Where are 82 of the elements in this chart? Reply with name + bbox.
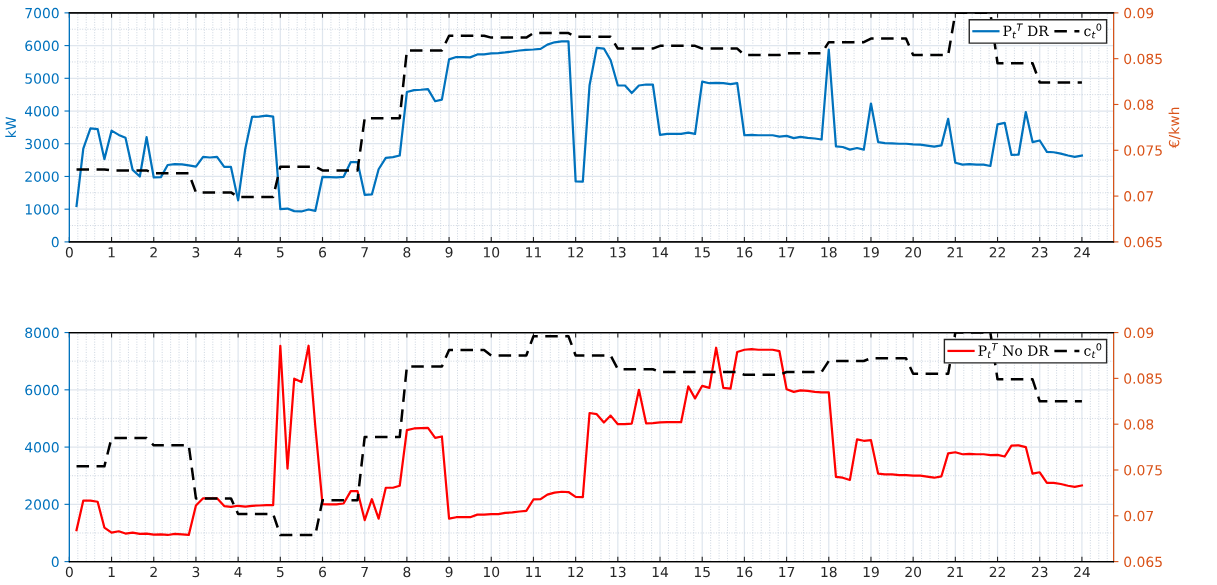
y2-tick-label: 0.07 [1124,191,1154,202]
x-tick-label: 4 [234,566,242,578]
y2-tick-label: 0.065 [1124,236,1162,248]
x-tick-label: 3 [192,566,200,578]
x-tick-label: 10 [483,566,500,578]
x-tick-label: 22 [989,566,1005,578]
y2-tick-label: 0.065 [1124,556,1162,568]
y-tick-label: 4000 [24,442,59,453]
x-tick-label: 2 [150,566,157,578]
x-tick-label: 24 [1074,566,1090,578]
x-tick-label: 20 [905,247,922,258]
line-series [75,40,1084,213]
x-tick-label: 14 [652,247,669,258]
y-tick-label: 2000 [25,171,59,182]
x-tick-label: 22 [989,247,1005,258]
y-tick-label: 7000 [25,7,59,19]
x-tick-label: 19 [863,566,879,578]
x-tick-label: 8 [403,247,411,258]
y2-tick-label: 0.085 [1124,373,1162,384]
x-tick-label: 11 [526,566,542,578]
x-tick-label: 15 [694,566,710,578]
x-tick-label: 20 [905,566,922,578]
x-tick-label: 18 [821,566,837,578]
x-tick-label: 24 [1074,247,1090,258]
legend-label: c$_{t}$$^{0}$ [1084,343,1102,358]
x-tick-label: 0 [65,566,73,578]
x-tick-label: 7 [361,566,368,578]
x-tick-label: 11 [526,247,542,258]
legend-label: c$_{t}$$^{0}$ [1084,23,1102,39]
y-tick-label: 0 [51,556,59,568]
y2-tick-label: 0.075 [1124,464,1162,476]
x-tick-label: 15 [694,247,710,258]
legend-label: P$_{t}$$^{T}$ No DR [978,343,1050,358]
x-tick-label: 23 [1031,566,1048,578]
y2-tick-label: 0.09 [1124,327,1154,339]
y-tick-label: 8000 [25,327,59,339]
x-tick-label: 23 [1031,247,1048,258]
y2-tick-label: 0.085 [1124,53,1162,65]
x-tick-label: 13 [610,566,626,578]
y-tick-label: 6000 [25,40,59,52]
x-tick-label: 9 [445,566,453,578]
x-tick-label: 19 [863,247,879,258]
x-tick-label: 1 [108,247,115,258]
y2-tick-label: 0.075 [1124,145,1162,156]
x-tick-label: 14 [652,566,669,578]
x-tick-label: 4 [234,247,242,258]
x-tick-label: 16 [737,247,753,258]
x-tick-label: 12 [568,566,584,578]
x-tick-label: 1 [108,566,115,578]
x-tick-label: 6 [319,566,327,578]
x-tick-label: 3 [192,247,200,258]
y2-tick-label: 0.07 [1124,510,1154,522]
y2-tick-label: 0.09 [1124,7,1154,19]
x-tick-label: 5 [276,566,284,578]
x-tick-label: 16 [737,566,753,578]
x-tick-label: 5 [276,247,284,258]
x-tick-label: 7 [361,247,368,258]
y-tick-label: 2000 [25,499,59,510]
y2-tick-label: 0.08 [1124,99,1154,110]
x-tick-label: 17 [779,247,795,258]
y-tick-label: 0 [51,236,59,248]
y-tick-label: 3000 [25,138,59,150]
x-tick-label: 12 [568,247,584,258]
y-tick-label: 1000 [25,204,59,215]
x-tick-label: 10 [483,247,500,258]
x-tick-label: 6 [319,247,327,258]
y-tick-label: 6000 [25,384,59,396]
x-tick-label: 18 [821,247,837,258]
x-tick-label: 0 [65,247,73,258]
x-tick-label: 21 [947,247,963,258]
legend-label: P$_{t}$$^{T}$ DR [1003,23,1050,39]
x-tick-label: 2 [150,247,157,258]
x-tick-label: 9 [445,247,453,258]
y2-axis-title: €/kwh [1168,107,1181,149]
y-tick-label: 5000 [25,73,59,84]
y-tick-label: 4000 [24,105,59,117]
x-tick-label: 21 [947,566,963,578]
y2-tick-label: 0.08 [1124,419,1154,430]
x-tick-label: 13 [610,247,626,258]
y-axis-title: kW [5,116,16,138]
x-tick-label: 8 [403,566,411,578]
x-tick-label: 17 [779,566,795,578]
